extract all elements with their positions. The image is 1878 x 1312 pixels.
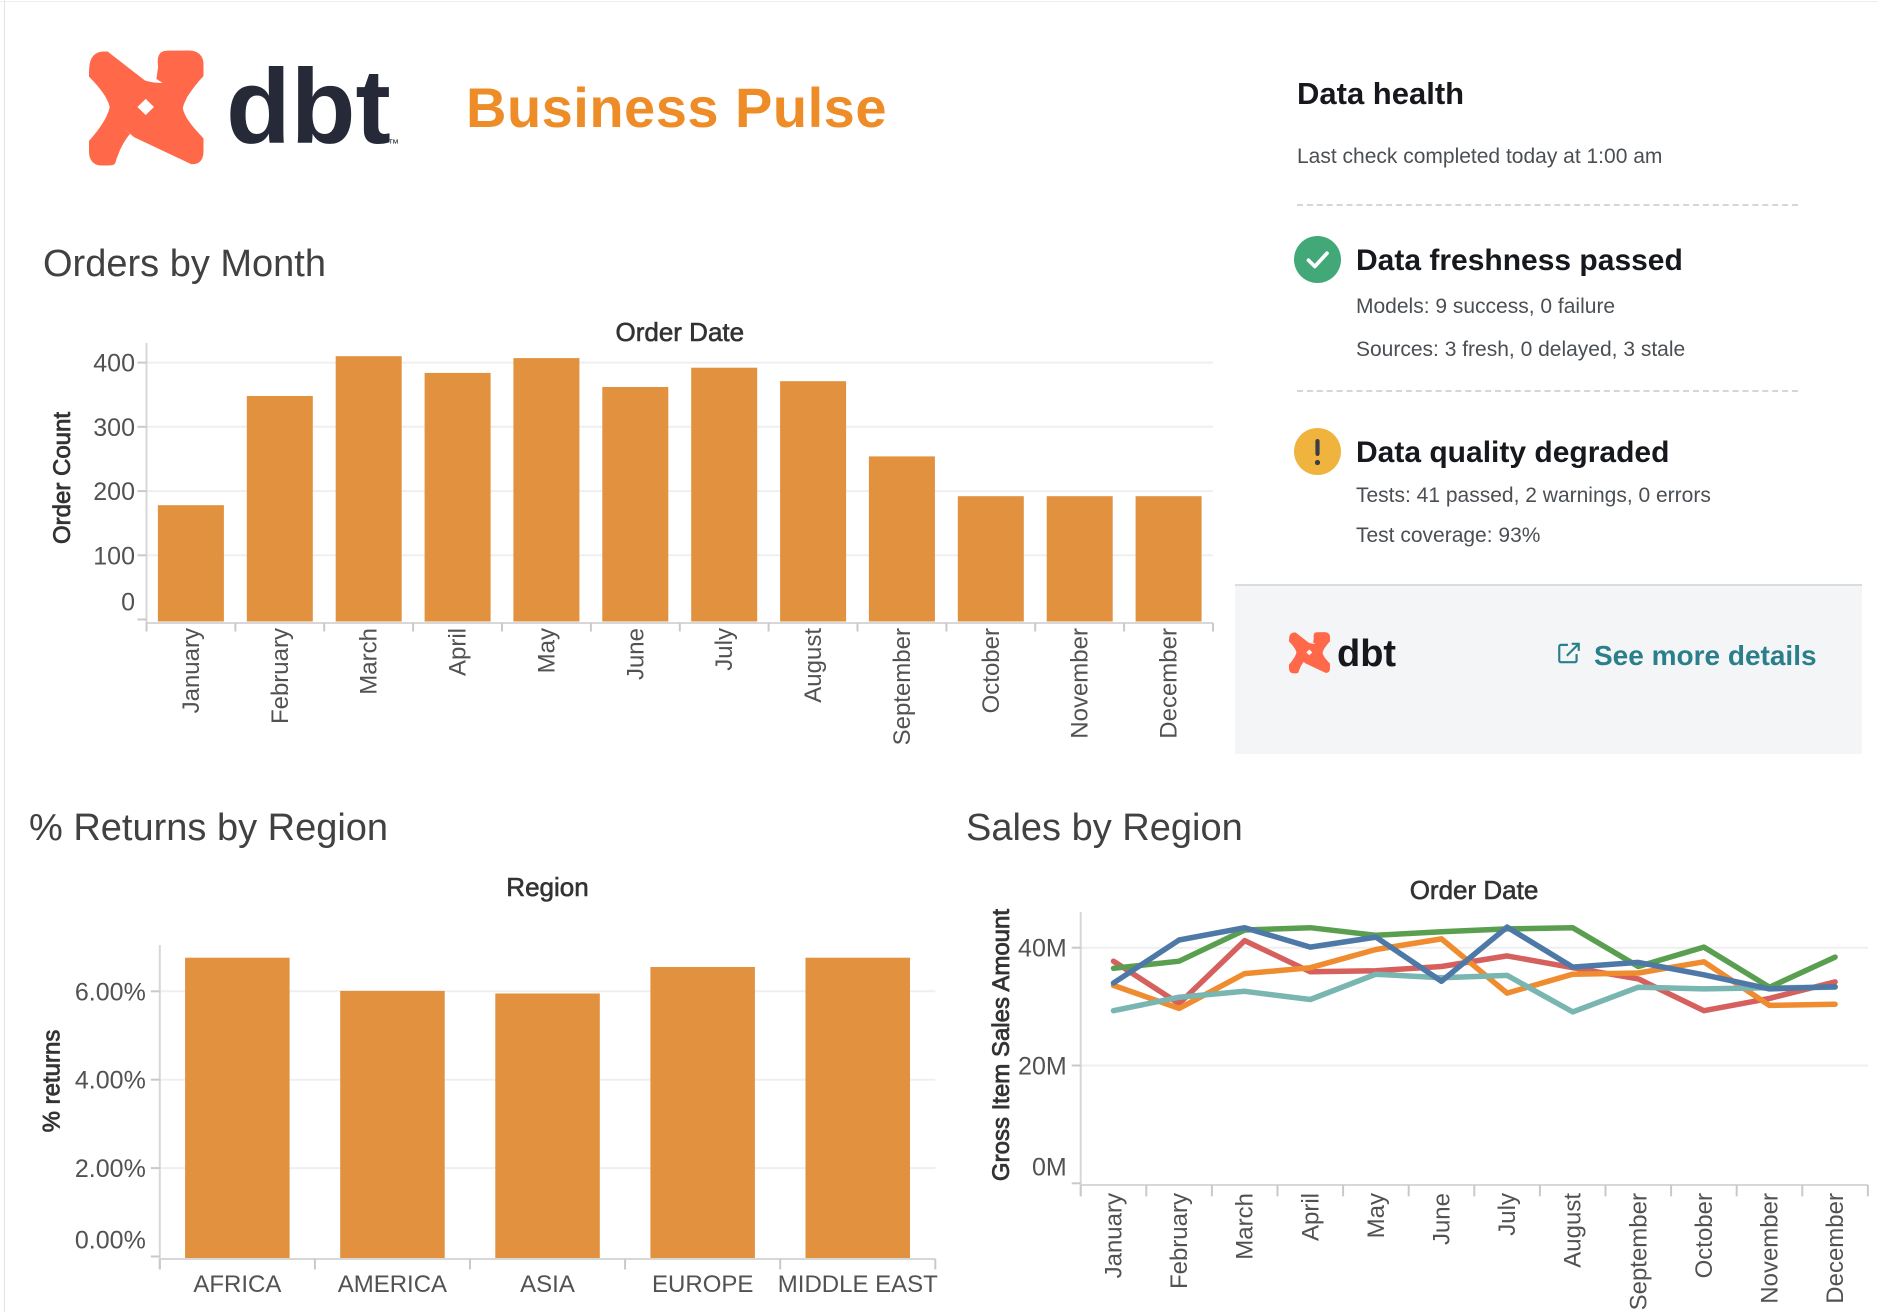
svg-text:40M: 40M [1018, 935, 1067, 963]
svg-text:June: June [622, 628, 649, 680]
svg-text:July: July [711, 628, 738, 671]
svg-text:EUROPE: EUROPE [652, 1271, 753, 1298]
svg-text:April: April [445, 628, 472, 676]
svg-text:October: October [978, 628, 1005, 713]
svg-text:February: February [1166, 1193, 1193, 1289]
svg-text:0.00%: 0.00% [75, 1227, 146, 1255]
svg-text:0: 0 [121, 589, 135, 617]
svg-text:20M: 20M [1018, 1053, 1067, 1081]
svg-text:6.00%: 6.00% [75, 978, 146, 1006]
svg-text:March: March [356, 628, 383, 695]
svg-text:December: December [1822, 1193, 1849, 1304]
svg-text:August: August [1560, 1193, 1587, 1268]
svg-text:July: July [1494, 1193, 1521, 1236]
svg-text:May: May [1363, 1193, 1390, 1238]
svg-text:Order Date: Order Date [615, 317, 744, 347]
svg-text:November: November [1757, 1193, 1784, 1304]
svg-text:Region: Region [506, 872, 588, 902]
svg-text:2.00%: 2.00% [75, 1155, 146, 1183]
svg-text:ASIA: ASIA [520, 1271, 575, 1298]
svg-text:January: January [1101, 1193, 1128, 1278]
svg-text:November: November [1067, 628, 1094, 739]
svg-text:October: October [1691, 1193, 1718, 1278]
svg-text:June: June [1429, 1193, 1456, 1245]
svg-text:September: September [889, 628, 916, 745]
svg-text:MIDDLE EAST: MIDDLE EAST [778, 1271, 938, 1298]
svg-text:% returns: % returns [39, 1030, 66, 1133]
svg-text:April: April [1297, 1193, 1324, 1241]
svg-text:300: 300 [93, 414, 135, 442]
svg-text:January: January [178, 628, 205, 713]
svg-text:Gross Item Sales Amount: Gross Item Sales Amount [988, 909, 1015, 1181]
svg-text:AMERICA: AMERICA [338, 1271, 447, 1298]
svg-text:100: 100 [93, 542, 135, 570]
svg-text:August: August [800, 628, 827, 703]
svg-text:February: February [267, 628, 294, 724]
svg-text:Order Count: Order Count [49, 412, 76, 544]
svg-text:200: 200 [93, 478, 135, 506]
svg-text:December: December [1156, 628, 1183, 739]
svg-text:May: May [533, 628, 560, 673]
svg-text:400: 400 [93, 350, 135, 378]
svg-text:4.00%: 4.00% [75, 1067, 146, 1095]
svg-text:0M: 0M [1032, 1153, 1067, 1181]
svg-text:Order Date: Order Date [1410, 875, 1539, 905]
svg-text:AFRICA: AFRICA [193, 1271, 281, 1298]
svg-text:September: September [1625, 1193, 1652, 1310]
svg-text:March: March [1232, 1193, 1259, 1260]
